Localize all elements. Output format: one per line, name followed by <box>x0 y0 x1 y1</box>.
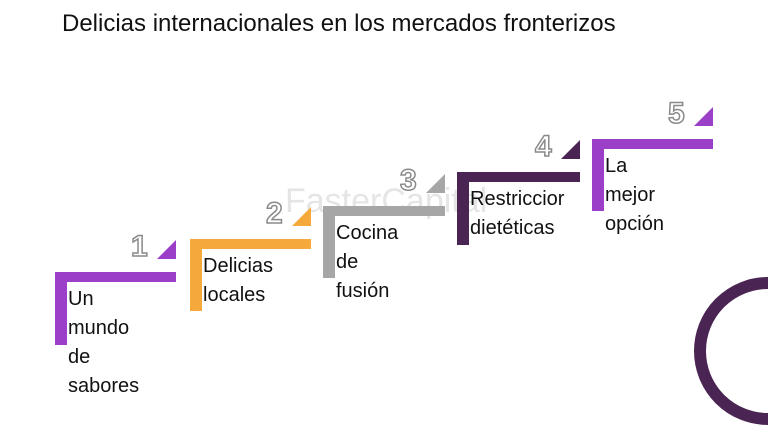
decorative-ring-arc <box>694 277 768 425</box>
step-bar-top <box>55 272 176 282</box>
step-triangle-icon <box>694 107 713 126</box>
step-bar-left <box>55 272 67 345</box>
step-bar-left <box>190 239 202 311</box>
step-triangle-icon <box>426 174 445 193</box>
step-number: 2 <box>265 197 283 230</box>
step-bar-top <box>457 172 580 182</box>
step-bar-top <box>323 206 445 216</box>
step-triangle-icon <box>292 207 311 226</box>
step-bar-left <box>457 172 469 245</box>
step-number: 4 <box>534 130 552 163</box>
step-triangle-icon <box>157 240 176 259</box>
step-label: Restriccior dietéticas <box>470 188 565 239</box>
step-bar-top <box>592 139 713 149</box>
step-label: Delicias locales <box>203 255 274 306</box>
step-bar-left <box>592 139 604 211</box>
decorative-ring <box>694 277 768 425</box>
step-bar-left <box>323 206 335 278</box>
step-label: Un mundo de sabores <box>68 288 140 397</box>
step-triangle-icon <box>561 140 580 159</box>
step-number: 5 <box>667 97 685 130</box>
page-title: Delicias internacionales en los mercados… <box>62 10 616 37</box>
step-bar-top <box>190 239 311 249</box>
step-number: 3 <box>399 164 417 197</box>
step-label: La mejor opción <box>605 155 664 235</box>
step-label: Cocina de fusión <box>336 222 399 302</box>
step-number: 1 <box>130 230 148 263</box>
